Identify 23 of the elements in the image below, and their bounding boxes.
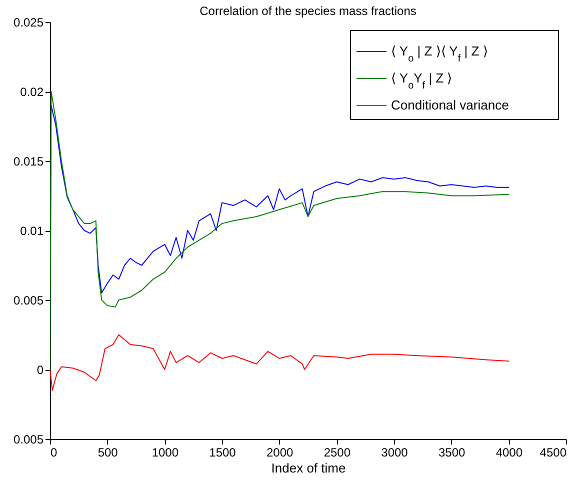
y-tick-label: 0 [36, 363, 44, 377]
x-tick-label: 4000 [496, 446, 523, 460]
legend-label: Conditional variance [391, 98, 509, 112]
x-tick-label: 2000 [266, 446, 294, 460]
x-tick-label: 1500 [209, 446, 236, 460]
x-tick-label: 2500 [324, 446, 351, 460]
legend-label: ⟨ Y$_{o}$ | Z ⟩⟨ Y$_{f}$ | Z ⟩ [391, 44, 488, 64]
y-tick-label: 0.005 [13, 294, 44, 308]
y-tick-label: 0.005 [13, 432, 44, 446]
x-tick-label: 4500 [540, 446, 567, 460]
line-series [50, 334, 510, 391]
y-tick-label: 0.02 [20, 85, 44, 99]
x-tick-label: 500 [98, 446, 118, 460]
chart-title: Correlation of the species mass fractions [200, 4, 416, 18]
x-tick-label: 1000 [152, 446, 179, 460]
x-tick-label: 0 [50, 446, 58, 460]
x-tick-label: 3500 [438, 446, 466, 460]
y-tick-label: 0.01 [20, 224, 44, 238]
y-tick-label: 0.015 [13, 154, 44, 168]
x-axis-title: Index of time [271, 460, 346, 476]
y-tick-label: 0.025 [13, 16, 44, 30]
legend-label: ⟨ Y$_{o}$Y$_{f}$ | Z ⟩ [391, 70, 452, 91]
x-tick-label: 3000 [381, 446, 408, 460]
